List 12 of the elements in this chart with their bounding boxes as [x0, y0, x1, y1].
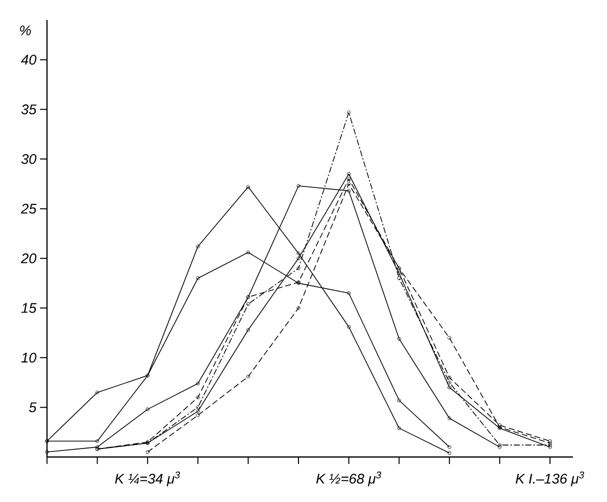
x-tick-label: K I.–136 μ$^{3}$	[516, 472, 584, 486]
y-tick-label: 5	[29, 402, 37, 412]
x-tick-label: K ½=68 μ$^{3}$	[316, 472, 382, 486]
y-tick-label: 40	[21, 54, 36, 65]
y-tick-label: 20	[20, 253, 36, 264]
y-tick-label: 35	[21, 104, 37, 114]
y-tick-label: 30	[21, 154, 36, 164]
y-tick-label: 25	[20, 204, 37, 214]
y-axis-title: %	[20, 26, 31, 36]
y-tick-label: 10	[21, 352, 36, 363]
x-tick-label: K ¼=34 μ$^{3}$	[115, 472, 180, 486]
y-tick-label: 15	[21, 303, 37, 313]
